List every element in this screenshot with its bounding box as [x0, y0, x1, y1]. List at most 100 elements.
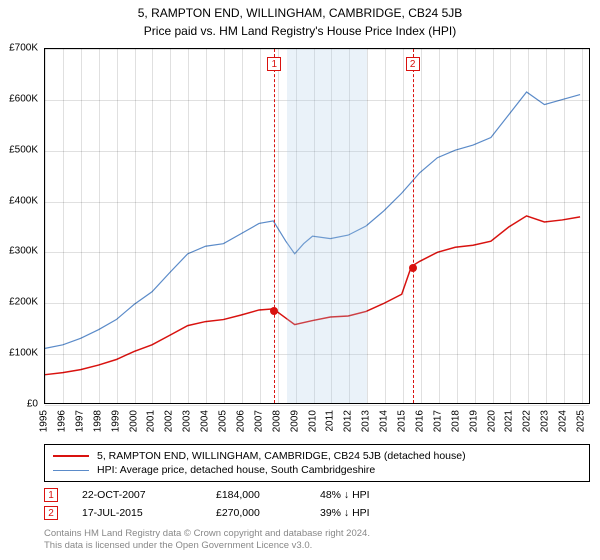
x-tick-label: 2007	[253, 410, 264, 432]
x-tick-label: 2009	[289, 410, 300, 432]
y-tick-label: £200K	[9, 297, 38, 308]
y-axis-ticks: £0£100K£200K£300K£400K£500K£600K£700K	[0, 48, 42, 404]
credits: Contains HM Land Registry data © Crown c…	[44, 528, 590, 553]
credits-line2: This data is licensed under the Open Gov…	[44, 540, 590, 552]
x-tick-label: 1996	[56, 410, 67, 432]
x-tick-label: 2015	[397, 410, 408, 432]
sale-hpi-delta: 39% ↓ HPI	[320, 507, 420, 519]
legend-label: HPI: Average price, detached house, Sout…	[97, 464, 375, 476]
plot-area: 12	[44, 48, 590, 404]
x-tick-label: 2002	[164, 410, 175, 432]
grid-v	[475, 49, 476, 403]
x-tick-label: 2003	[182, 410, 193, 432]
x-axis-ticks: 1995199619971998199920002001200220032004…	[44, 406, 590, 446]
x-tick-label: 1997	[74, 410, 85, 432]
x-tick-label: 1998	[92, 410, 103, 432]
chart-subtitle: Price paid vs. HM Land Registry's House …	[0, 20, 600, 44]
x-tick-label: 2020	[486, 410, 497, 432]
grid-v	[564, 49, 565, 403]
grid-v	[99, 49, 100, 403]
x-tick-label: 2018	[450, 410, 461, 432]
legend-swatch	[53, 470, 89, 471]
grid-v	[546, 49, 547, 403]
credits-line1: Contains HM Land Registry data © Crown c…	[44, 528, 590, 540]
grid-v	[493, 49, 494, 403]
x-tick-label: 2012	[343, 410, 354, 432]
sale-index-box: 2	[44, 506, 58, 520]
x-tick-label: 2008	[271, 410, 282, 432]
grid-v	[152, 49, 153, 403]
sale-price: £184,000	[216, 489, 296, 501]
x-tick-label: 2017	[432, 410, 443, 432]
x-tick-label: 2025	[576, 410, 587, 432]
sale-date: 17-JUL-2015	[82, 507, 192, 519]
grid-v	[421, 49, 422, 403]
recession-shade	[287, 49, 368, 403]
grid-v	[582, 49, 583, 403]
x-tick-label: 2019	[468, 410, 479, 432]
chart-container: 5, RAMPTON END, WILLINGHAM, CAMBRIDGE, C…	[0, 0, 600, 560]
sale-row: 2 17-JUL-2015 £270,000 39% ↓ HPI	[44, 504, 590, 522]
y-tick-label: £0	[27, 399, 38, 410]
x-tick-label: 2004	[200, 410, 211, 432]
grid-v	[260, 49, 261, 403]
y-tick-label: £500K	[9, 144, 38, 155]
x-tick-label: 2024	[558, 410, 569, 432]
grid-v	[439, 49, 440, 403]
x-tick-label: 2001	[146, 410, 157, 432]
grid-v	[457, 49, 458, 403]
grid-v	[188, 49, 189, 403]
sale-records: 1 22-OCT-2007 £184,000 48% ↓ HPI 2 17-JUL-201…	[44, 486, 590, 522]
sale-price: £270,000	[216, 507, 296, 519]
grid-v	[278, 49, 279, 403]
x-tick-label: 2011	[325, 410, 336, 432]
grid-v	[63, 49, 64, 403]
legend-swatch	[53, 455, 89, 457]
x-tick-label: 2023	[540, 410, 551, 432]
grid-v	[45, 49, 46, 403]
legend-row: 5, RAMPTON END, WILLINGHAM, CAMBRIDGE, C…	[53, 449, 581, 463]
grid-v	[242, 49, 243, 403]
sale-marker-line	[413, 49, 414, 403]
sale-dot	[409, 264, 417, 272]
x-tick-label: 1995	[39, 410, 50, 432]
sale-marker-box: 1	[267, 57, 281, 71]
y-tick-label: £700K	[9, 43, 38, 54]
sale-hpi-delta: 48% ↓ HPI	[320, 489, 420, 501]
grid-v	[170, 49, 171, 403]
sale-date: 22-OCT-2007	[82, 489, 192, 501]
legend-row: HPI: Average price, detached house, Sout…	[53, 463, 581, 477]
grid-v	[117, 49, 118, 403]
y-tick-label: £100K	[9, 348, 38, 359]
y-tick-label: £600K	[9, 93, 38, 104]
grid-v	[81, 49, 82, 403]
x-tick-label: 2000	[128, 410, 139, 432]
x-tick-label: 1999	[110, 410, 121, 432]
grid-v	[385, 49, 386, 403]
legend: 5, RAMPTON END, WILLINGHAM, CAMBRIDGE, C…	[44, 444, 590, 482]
grid-v	[403, 49, 404, 403]
grid-v	[135, 49, 136, 403]
grid-v	[367, 49, 368, 403]
x-tick-label: 2022	[522, 410, 533, 432]
sale-marker-line	[274, 49, 275, 403]
sale-dot	[270, 307, 278, 315]
sale-row: 1 22-OCT-2007 £184,000 48% ↓ HPI	[44, 486, 590, 504]
chart-title: 5, RAMPTON END, WILLINGHAM, CAMBRIDGE, C…	[0, 0, 600, 20]
legend-label: 5, RAMPTON END, WILLINGHAM, CAMBRIDGE, C…	[97, 450, 466, 462]
grid-v	[510, 49, 511, 403]
grid-v	[206, 49, 207, 403]
x-tick-label: 2016	[414, 410, 425, 432]
x-tick-label: 2021	[504, 410, 515, 432]
x-tick-label: 2013	[361, 410, 372, 432]
x-tick-label: 2014	[379, 410, 390, 432]
y-tick-label: £300K	[9, 246, 38, 257]
x-tick-label: 2010	[307, 410, 318, 432]
sale-index-box: 1	[44, 488, 58, 502]
y-tick-label: £400K	[9, 195, 38, 206]
x-tick-label: 2005	[218, 410, 229, 432]
grid-v	[528, 49, 529, 403]
x-tick-label: 2006	[235, 410, 246, 432]
sale-marker-box: 2	[406, 57, 420, 71]
grid-v	[224, 49, 225, 403]
